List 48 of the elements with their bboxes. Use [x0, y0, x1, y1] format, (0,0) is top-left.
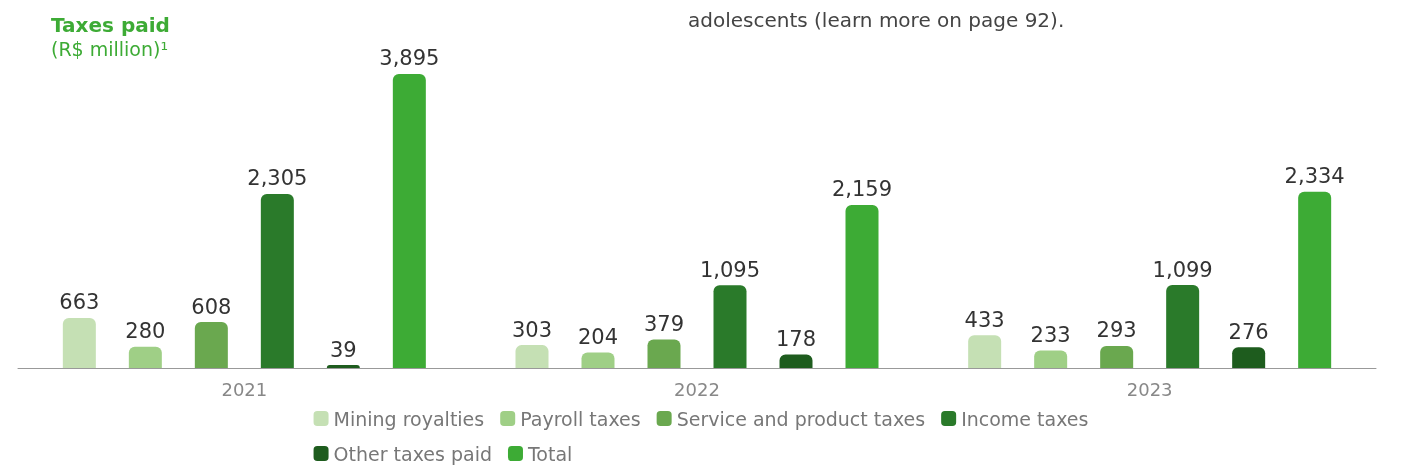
bar — [128, 346, 162, 368]
legend-label: Service and product taxes — [676, 407, 926, 430]
data-label: 2,159 — [831, 177, 893, 202]
data-label: 39 — [329, 337, 357, 362]
data-label: 204 — [577, 325, 619, 350]
data-label: 1,099 — [1152, 257, 1213, 282]
bar — [1100, 345, 1134, 368]
data-label: 2,305 — [247, 166, 308, 191]
bar — [968, 335, 1002, 368]
data-label: 2,334 — [1284, 164, 1345, 189]
bar — [845, 205, 879, 368]
bar — [194, 322, 228, 368]
chart-subtitle: (R$ million)¹ — [51, 37, 169, 60]
bar — [647, 339, 681, 368]
bar — [1298, 191, 1332, 368]
x-tick-label: 2023 — [1126, 378, 1173, 400]
bar — [392, 73, 426, 368]
x-tick-label: 2021 — [221, 378, 268, 400]
data-label: 178 — [775, 327, 817, 352]
bar — [62, 317, 96, 368]
chart-title: Taxes paid — [51, 13, 170, 37]
data-label: 608 — [191, 294, 232, 319]
text: adolescents (learn more on page 92). — [688, 8, 1065, 32]
data-label: 293 — [1096, 318, 1137, 343]
bar — [1166, 285, 1200, 368]
legend-label: Other taxes paid — [333, 442, 492, 465]
bar — [581, 352, 615, 368]
bar — [1034, 350, 1068, 368]
x-tick-label: 2022 — [674, 378, 720, 400]
data-label: 433 — [964, 307, 1005, 332]
data-label: 280 — [125, 319, 166, 344]
bar — [260, 193, 294, 368]
data-label: 3,895 — [379, 46, 440, 71]
bar — [326, 365, 360, 368]
bar — [779, 354, 813, 368]
data-label: 233 — [1030, 322, 1071, 347]
data-label: 303 — [511, 317, 553, 342]
bar — [515, 345, 549, 368]
data-label: 1,095 — [699, 257, 761, 282]
data-label: 379 — [643, 311, 685, 336]
data-label: 663 — [59, 290, 100, 315]
data-label: 276 — [1228, 319, 1269, 344]
bar — [713, 285, 747, 368]
legend-label: Payroll taxes — [520, 407, 641, 430]
legend-label: Mining royalties — [333, 407, 485, 430]
legend-label: Income taxes — [961, 407, 1089, 430]
legend-label: Total — [526, 442, 573, 465]
bar — [1232, 347, 1266, 368]
